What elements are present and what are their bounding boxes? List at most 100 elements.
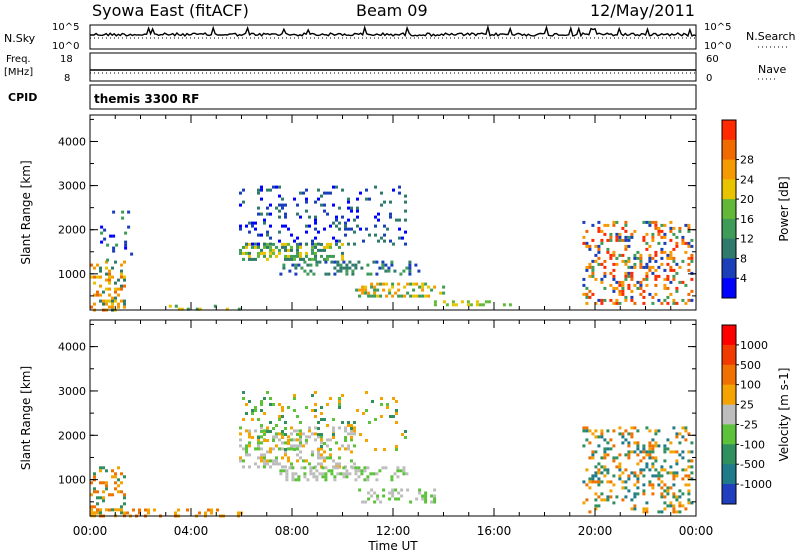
data-cell — [600, 229, 604, 233]
data-cell — [684, 301, 688, 305]
data-cell — [591, 292, 595, 296]
data-cell — [333, 475, 337, 479]
data-cell — [99, 496, 102, 500]
data-cell — [624, 295, 628, 299]
data-cell — [384, 269, 388, 273]
data-cell — [424, 497, 428, 501]
data-cell — [594, 465, 598, 469]
data-cell — [321, 466, 325, 470]
data-cell — [100, 240, 104, 244]
data-cell — [311, 409, 314, 412]
data-cell — [284, 248, 287, 252]
data-cell — [315, 260, 319, 264]
data-cell — [341, 251, 344, 255]
nsearch-tick-top: 10^5 — [704, 22, 731, 33]
data-cell — [90, 508, 93, 512]
data-cell — [678, 441, 682, 445]
nsky-tick-top: 10^5 — [52, 22, 79, 33]
data-cell — [312, 475, 316, 479]
data-cell — [100, 231, 104, 235]
data-cell — [390, 475, 394, 479]
data-cell — [248, 221, 251, 225]
data-cell — [654, 220, 658, 224]
data-cell — [618, 253, 622, 257]
data-cell — [690, 238, 694, 242]
data-cell — [245, 242, 248, 246]
data-cell — [296, 415, 299, 418]
data-cell — [651, 486, 655, 490]
data-cell — [672, 492, 676, 496]
data-cell — [326, 438, 329, 442]
data-cell — [344, 227, 347, 231]
data-cell — [309, 269, 313, 273]
nsearch-label: N.Search — [746, 30, 796, 43]
data-cell — [105, 287, 108, 291]
data-cell — [597, 250, 601, 254]
data-cell — [260, 212, 263, 216]
data-cell — [600, 465, 604, 469]
data-cell — [294, 472, 298, 476]
data-cell — [308, 435, 311, 439]
data-cell — [597, 247, 601, 251]
data-cell — [299, 456, 302, 460]
data-cell — [248, 400, 251, 403]
data-cell — [358, 294, 362, 298]
data-cell — [663, 447, 667, 451]
data-cell — [323, 191, 326, 195]
data-cell — [406, 488, 410, 492]
data-cell — [278, 462, 281, 466]
data-cell — [309, 469, 313, 473]
colorbar-tick-label: -100 — [740, 438, 765, 451]
data-cell — [368, 197, 371, 201]
data-cell — [303, 472, 307, 476]
data-cell — [242, 459, 245, 463]
data-cell — [147, 511, 150, 515]
nsky-label: N.Sky — [4, 32, 36, 45]
data-cell — [624, 229, 628, 233]
data-cell — [612, 474, 616, 478]
data-cell — [260, 426, 263, 430]
data-cell — [636, 447, 640, 451]
data-cell — [345, 272, 349, 276]
data-cell — [351, 466, 355, 470]
data-cell — [687, 465, 691, 469]
data-cell — [285, 475, 289, 479]
data-cell — [690, 259, 694, 263]
data-cell — [600, 277, 604, 281]
data-cell — [369, 472, 373, 476]
nsky-panel-frame — [89, 24, 697, 50]
data-cell — [350, 438, 353, 442]
data-cell — [284, 421, 287, 424]
data-cell — [308, 462, 311, 466]
data-cell — [591, 259, 595, 263]
data-cell — [615, 298, 619, 302]
data-cell — [645, 262, 649, 266]
data-cell — [618, 474, 622, 478]
data-cell — [338, 447, 341, 451]
data-cell — [645, 265, 649, 269]
data-cell — [248, 254, 251, 258]
data-cell — [427, 294, 431, 298]
data-cell — [591, 223, 595, 227]
data-cell — [269, 224, 272, 228]
data-cell — [123, 502, 126, 506]
data-cell — [305, 406, 308, 409]
data-cell — [341, 421, 344, 424]
data-cell — [354, 469, 358, 473]
data-cell — [320, 438, 323, 442]
data-cell — [266, 245, 269, 249]
data-cell — [421, 288, 425, 292]
data-cell — [600, 492, 604, 496]
data-cell — [287, 406, 290, 409]
data-cell — [114, 281, 117, 285]
data-cell — [451, 300, 455, 304]
data-cell — [370, 488, 374, 492]
data-cell — [105, 278, 108, 282]
data-cell — [366, 263, 370, 267]
data-cell — [433, 494, 437, 498]
data-cell — [350, 209, 353, 213]
data-cell — [398, 185, 401, 189]
data-cell — [588, 295, 592, 299]
data-cell — [121, 216, 125, 220]
data-cell — [266, 188, 269, 192]
